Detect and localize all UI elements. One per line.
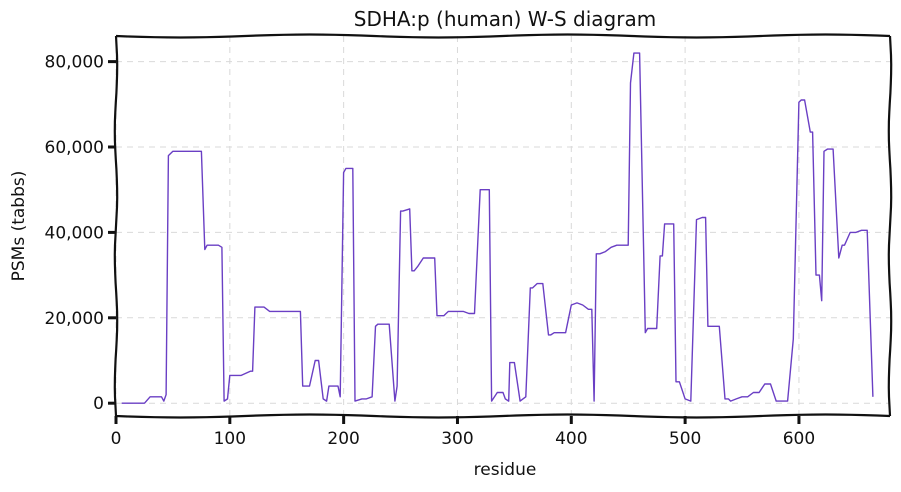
chart-title: SDHA:p (human) W-S diagram	[354, 7, 656, 31]
y-tick-label: 40,000	[45, 223, 104, 243]
plot-frame	[113, 33, 893, 419]
x-tick-label: 500	[669, 429, 701, 449]
y-tick-label: 0	[93, 394, 104, 414]
y-axis: 0 20,000 40,000 60,000 80,000	[45, 53, 116, 414]
y-tick-label: 60,000	[45, 138, 104, 158]
y-tick-label: 80,000	[45, 53, 104, 73]
grid-lines	[115, 36, 890, 416]
y-axis-label: PSMs (tabbs)	[9, 171, 29, 282]
x-tick-label: 200	[327, 429, 359, 449]
x-axis: 0 100 200 300 400 500 600	[111, 416, 815, 449]
x-tick-label: 300	[441, 429, 473, 449]
x-tick-label: 400	[555, 429, 587, 449]
x-tick-label: 600	[783, 429, 815, 449]
x-tick-label: 100	[214, 429, 246, 449]
x-axis-label: residue	[474, 460, 537, 480]
x-tick-label: 0	[111, 429, 122, 449]
series-line	[121, 52, 874, 404]
y-tick-label: 20,000	[45, 309, 104, 329]
